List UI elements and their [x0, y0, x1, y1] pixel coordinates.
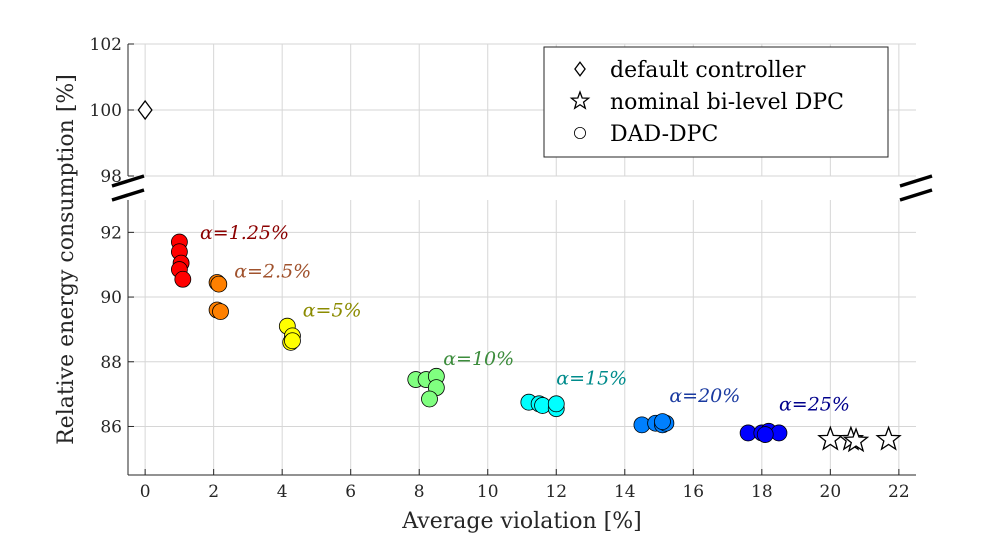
y-tick-label-bottom: 90	[100, 288, 122, 308]
legend-marker-star	[569, 90, 591, 110]
x-axis-label: Average violation [%]	[401, 509, 641, 534]
x-tick-label: 4	[277, 482, 288, 502]
x-tick-label: 14	[614, 482, 636, 502]
axis-break-right-upper	[899, 174, 933, 188]
x-tick-label: 12	[545, 482, 567, 502]
y-tick-label-bottom: 92	[100, 223, 122, 243]
legend: default controller nominal bi-level DPC DA…	[543, 46, 889, 158]
x-tick-label: 2	[208, 482, 219, 502]
alpha-label: α=20%	[669, 385, 740, 407]
x-tick-label: 0	[140, 482, 151, 502]
axis-break-right-lower	[899, 188, 933, 202]
legend-marker-diamond	[574, 61, 586, 77]
data-point-circle--2-5-	[210, 275, 228, 293]
x-tick-label: 10	[477, 482, 499, 502]
legend-box	[543, 46, 889, 158]
legend-label: nominal bi-level DPC	[610, 90, 844, 115]
x-tick-label: 22	[888, 482, 910, 502]
y-tick-label-top: 100	[90, 101, 122, 121]
data-point-circle--15-	[547, 395, 565, 413]
x-tick-label: 6	[345, 482, 356, 502]
x-tick-label: 20	[820, 482, 842, 502]
y-axis-label: Relative energy consumption [%]	[54, 74, 79, 445]
alpha-label: α=25%	[779, 393, 850, 415]
alpha-label: α=1.25%	[200, 222, 289, 244]
alpha-label: α=10%	[443, 348, 514, 370]
alpha-label: α=5%	[303, 299, 362, 321]
data-point-circle--10-	[421, 390, 438, 408]
x-tick-label: 18	[751, 482, 773, 502]
annotations: α=1.25% α=2.5% α=5% α=10% α=15% α=20% α=25%	[200, 222, 850, 415]
legend-label: default controller	[610, 58, 806, 83]
y-tick-label-top: 98	[100, 167, 122, 187]
data-point-diamond-default-controller	[137, 99, 153, 121]
data-point-circle--20-	[654, 413, 671, 431]
data-marks	[137, 99, 902, 453]
data-point-circle--5-	[284, 332, 301, 350]
y-tick-label-bottom: 88	[100, 353, 122, 373]
data-point-star-nominal-bi-level-dpc	[842, 427, 870, 453]
data-point-circle--1-25-	[174, 270, 192, 288]
y-tick-label-top: 102	[90, 35, 122, 55]
x-tick-label: 8	[414, 482, 425, 502]
axis-break-left-lower	[111, 188, 145, 202]
data-point-star-nominal-bi-level-dpc	[875, 425, 902, 451]
axis-break-left-upper	[111, 174, 145, 188]
data-point-circle--25-	[756, 426, 774, 443]
alpha-label: α=2.5%	[234, 261, 311, 283]
alpha-label: α=15%	[556, 367, 627, 389]
axes: 0 2 4 6 8 10 12 14 16 18 20 22 98 100 102 86 88 90 92	[90, 35, 933, 502]
data-point-circle--2-5-	[212, 303, 229, 321]
x-tick-label: 16	[682, 482, 704, 502]
legend-label: DAD-DPC	[610, 122, 718, 147]
y-tick-label-bottom: 86	[100, 417, 122, 437]
legend-marker-circle	[574, 127, 587, 140]
